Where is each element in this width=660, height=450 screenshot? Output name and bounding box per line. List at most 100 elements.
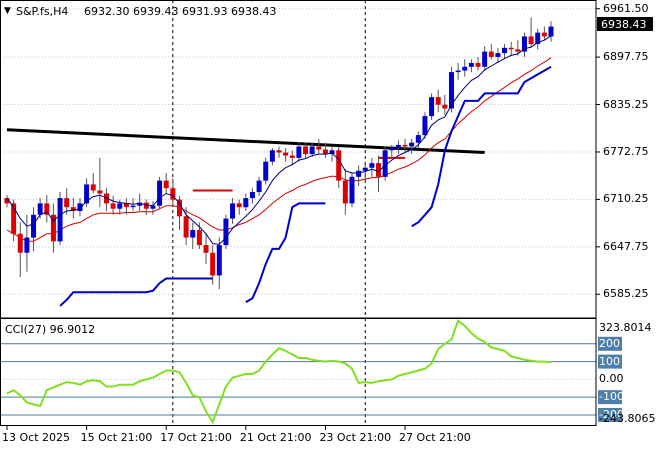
candle[interactable] bbox=[316, 138, 322, 155]
candle[interactable] bbox=[216, 237, 222, 290]
candle[interactable] bbox=[502, 44, 508, 60]
candle[interactable] bbox=[110, 195, 116, 215]
candle[interactable] bbox=[369, 157, 375, 177]
candle[interactable] bbox=[342, 169, 348, 215]
candle-body bbox=[4, 198, 10, 204]
candle[interactable] bbox=[44, 195, 50, 223]
candle-body bbox=[316, 146, 322, 150]
candle[interactable] bbox=[435, 89, 441, 113]
candle[interactable] bbox=[521, 32, 527, 57]
candle[interactable] bbox=[429, 93, 435, 120]
candle[interactable] bbox=[269, 147, 275, 166]
candle[interactable] bbox=[31, 207, 37, 252]
candle[interactable] bbox=[389, 144, 395, 158]
candle-body bbox=[455, 70, 461, 73]
candle[interactable] bbox=[176, 195, 182, 230]
candle-body bbox=[342, 180, 348, 204]
candle-body bbox=[57, 198, 63, 242]
candle[interactable] bbox=[356, 165, 362, 186]
candle[interactable] bbox=[123, 198, 129, 215]
candle[interactable] bbox=[230, 198, 236, 224]
cci-level-badge bbox=[598, 390, 622, 405]
candle-body bbox=[163, 180, 169, 189]
candle[interactable] bbox=[223, 214, 229, 249]
candle[interactable] bbox=[24, 214, 30, 272]
price-series[interactable] bbox=[4, 17, 554, 307]
candle[interactable] bbox=[97, 157, 103, 208]
candle[interactable] bbox=[336, 146, 342, 189]
candle[interactable] bbox=[508, 41, 514, 56]
candle[interactable] bbox=[296, 142, 302, 162]
time-tick-label: 21 Oct 21:00 bbox=[239, 431, 312, 444]
candle-body bbox=[110, 203, 116, 209]
candle[interactable] bbox=[482, 46, 488, 71]
candle[interactable] bbox=[90, 173, 96, 194]
candle[interactable] bbox=[64, 188, 70, 215]
candle[interactable] bbox=[309, 142, 315, 158]
candle[interactable] bbox=[283, 147, 289, 162]
candle[interactable] bbox=[329, 146, 335, 162]
candle[interactable] bbox=[395, 140, 401, 155]
header-arrow-icon[interactable]: ▼ bbox=[4, 6, 11, 16]
candle[interactable] bbox=[276, 146, 282, 158]
candle[interactable] bbox=[495, 47, 501, 63]
candle[interactable] bbox=[475, 56, 481, 71]
candle[interactable] bbox=[170, 178, 176, 208]
candle[interactable] bbox=[322, 142, 328, 158]
candle-body bbox=[230, 203, 236, 219]
candle[interactable] bbox=[157, 176, 163, 209]
candle[interactable] bbox=[183, 207, 189, 246]
candle[interactable] bbox=[468, 59, 474, 73]
candle[interactable] bbox=[243, 193, 249, 211]
cci-level-badge bbox=[598, 407, 622, 422]
candle[interactable] bbox=[376, 155, 382, 193]
candle[interactable] bbox=[4, 195, 10, 208]
candle[interactable] bbox=[249, 188, 255, 204]
candle[interactable] bbox=[455, 62, 461, 80]
candle-body bbox=[515, 49, 521, 52]
candle[interactable] bbox=[236, 199, 242, 215]
candle-body bbox=[488, 51, 494, 57]
candle[interactable] bbox=[104, 188, 110, 211]
candle[interactable] bbox=[263, 157, 269, 185]
candle[interactable] bbox=[528, 17, 534, 48]
candle[interactable] bbox=[203, 233, 209, 265]
candle[interactable] bbox=[70, 198, 76, 219]
candle[interactable] bbox=[289, 150, 295, 166]
candle[interactable] bbox=[17, 222, 23, 278]
candle-body bbox=[283, 152, 289, 156]
candle[interactable] bbox=[303, 142, 309, 158]
candle[interactable] bbox=[190, 222, 196, 249]
candle[interactable] bbox=[462, 59, 468, 77]
candle[interactable] bbox=[77, 198, 83, 217]
candle[interactable] bbox=[150, 201, 156, 215]
candle[interactable] bbox=[541, 26, 547, 41]
candle-body bbox=[376, 163, 382, 177]
candle[interactable] bbox=[535, 28, 541, 50]
candle[interactable] bbox=[382, 146, 388, 181]
candle[interactable] bbox=[137, 193, 143, 211]
candle[interactable] bbox=[210, 245, 216, 285]
price-tick-label: 6897.75 bbox=[603, 50, 649, 64]
candle-body bbox=[223, 218, 229, 246]
candle[interactable] bbox=[50, 203, 56, 253]
candle[interactable] bbox=[402, 138, 408, 153]
candle-body bbox=[37, 203, 43, 215]
candle[interactable] bbox=[409, 138, 415, 155]
candle[interactable] bbox=[422, 112, 428, 139]
candle-body bbox=[150, 205, 156, 209]
candle[interactable] bbox=[57, 192, 63, 246]
cci-series[interactable] bbox=[0, 319, 622, 425]
candle-body bbox=[31, 214, 37, 238]
candle[interactable] bbox=[143, 199, 149, 215]
candle[interactable] bbox=[488, 44, 494, 60]
candle-body bbox=[24, 237, 30, 253]
time-tick-label: 13 Oct 2025 bbox=[2, 431, 71, 444]
candle[interactable] bbox=[442, 94, 448, 115]
candle[interactable] bbox=[163, 173, 169, 194]
candle[interactable] bbox=[256, 176, 262, 196]
candle[interactable] bbox=[349, 173, 355, 208]
candle[interactable] bbox=[548, 21, 554, 42]
candle[interactable] bbox=[84, 178, 90, 208]
candle[interactable] bbox=[515, 40, 521, 56]
